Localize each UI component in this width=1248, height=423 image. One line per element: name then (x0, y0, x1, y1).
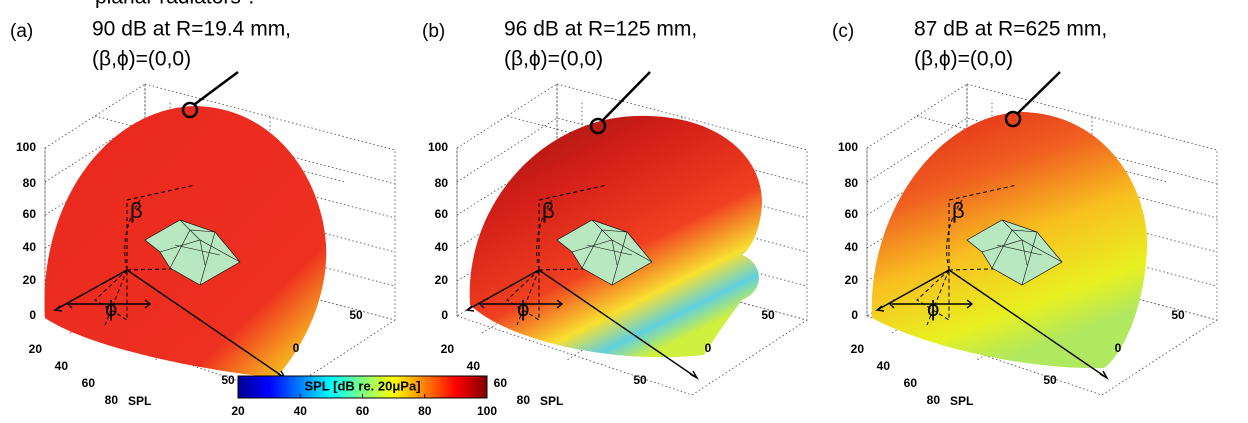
width-tick-label: 50 (761, 308, 775, 322)
arrows (465, 269, 699, 380)
width-tick-label: 50 (633, 373, 647, 387)
z-tick-label: 100 (838, 140, 858, 154)
marker-circle (1004, 110, 1022, 128)
phi-symbol: ϕ (517, 296, 529, 321)
marker-circle (589, 117, 607, 135)
z-tick-label: 20 (435, 273, 449, 287)
width-tick-label: 0 (293, 341, 300, 355)
colorbar-tick-label: 100 (477, 404, 497, 418)
colorbar-tick-label: 20 (231, 404, 245, 418)
mesh-lines (159, 219, 241, 286)
depth-label: SPL (950, 394, 973, 408)
panel: (b) 96 dB at R=125 mm, (β,ϕ)=(0,0) β ϕ 0 20 40 6… (422, 18, 808, 408)
depth-tick-label: 40 (467, 359, 481, 373)
z-tick-label: 0 (29, 308, 36, 322)
leader-line (194, 70, 239, 106)
depth-tick-label: 60 (904, 376, 918, 390)
z-tick-label: 100 (16, 140, 36, 154)
depth-label: SPL (540, 394, 563, 408)
depth-tick-label: 80 (517, 393, 531, 407)
panel-label: (a) (10, 21, 33, 42)
depth-tick-label: 20 (851, 342, 865, 356)
width-tick-label: 0 (705, 341, 712, 355)
z-tick-label: 20 (23, 273, 37, 287)
depth-label: SPL (128, 394, 151, 408)
mesh (556, 219, 653, 286)
panel: (a) 90 dB at R=19.4 mm, (β,ϕ)=(0,0) β ϕ 0 20 40… (10, 18, 396, 408)
z-tick-label: 0 (851, 308, 858, 322)
width-tick-label: 50 (221, 373, 235, 387)
z-tick-label: 60 (23, 207, 37, 221)
annotation: 90 dB at R=19.4 mm, (92, 18, 291, 41)
annotation: 96 dB at R=125 mm, (504, 18, 697, 41)
phi-symbol: ϕ (105, 296, 117, 321)
depth-tick-label: 60 (82, 376, 96, 390)
z-tick-label: 80 (845, 176, 859, 190)
beta-symbol: β (952, 198, 965, 223)
colorbar-tick-label: 40 (294, 404, 308, 418)
z-tick-label: 40 (435, 240, 449, 254)
width-tick-label: 50 (349, 308, 363, 322)
annotation: (β,ϕ)=(0,0) (914, 48, 1013, 71)
z-tick-label: 40 (845, 240, 859, 254)
dash-lines (916, 184, 1028, 326)
z-tick-label: 20 (845, 273, 859, 287)
annotation: (β,ϕ)=(0,0) (504, 48, 603, 71)
mesh-lines (571, 219, 653, 286)
panel-label: (c) (832, 21, 854, 42)
marker-circle (181, 101, 199, 119)
z-tick-label: 100 (428, 140, 448, 154)
z-tick-label: 80 (435, 176, 449, 190)
depth-tick-label: 20 (29, 342, 43, 356)
phi-symbol: ϕ (927, 296, 939, 321)
depth-tick-label: 20 (441, 342, 455, 356)
depth-tick-label: 40 (55, 359, 69, 373)
annotation: 87 dB at R=625 mm, (914, 18, 1107, 41)
beta-symbol: β (542, 198, 555, 223)
z-tick-label: 60 (845, 207, 859, 221)
depth-tick-label: 80 (927, 393, 941, 407)
mesh-lines (981, 219, 1063, 286)
leader-line (602, 71, 651, 121)
panel-label: (b) (422, 21, 445, 42)
z-tick-label: 40 (23, 240, 37, 254)
mesh (966, 219, 1063, 286)
colorbar-label: SPL [dB re. 20μPa] (304, 378, 420, 393)
z-tick-label: 80 (23, 176, 37, 190)
depth-tick-label: 40 (877, 359, 891, 373)
leader-line (1017, 71, 1061, 114)
caption-fragment: planar radiators". (95, 0, 254, 9)
annotation: (β,ϕ)=(0,0) (92, 48, 191, 71)
mesh (144, 219, 241, 286)
width-tick-label: 50 (1043, 373, 1057, 387)
width-tick-label: 50 (1171, 308, 1185, 322)
depth-tick-label: 80 (105, 393, 119, 407)
z-tick-label: 0 (441, 308, 448, 322)
dash-lines (94, 184, 206, 326)
arrows (875, 269, 1109, 380)
z-tick-label: 60 (435, 207, 449, 221)
depth-tick-label: 60 (494, 376, 508, 390)
colorbar-tick-label: 60 (356, 404, 370, 418)
panel: (c) 87 dB at R=625 mm, (β,ϕ)=(0,0) β ϕ 0 20 40 6… (832, 18, 1218, 408)
width-tick-label: 0 (1115, 341, 1122, 355)
colorbar-tick-label: 80 (418, 404, 432, 418)
beta-symbol: β (130, 198, 143, 223)
dash-lines (506, 184, 618, 326)
